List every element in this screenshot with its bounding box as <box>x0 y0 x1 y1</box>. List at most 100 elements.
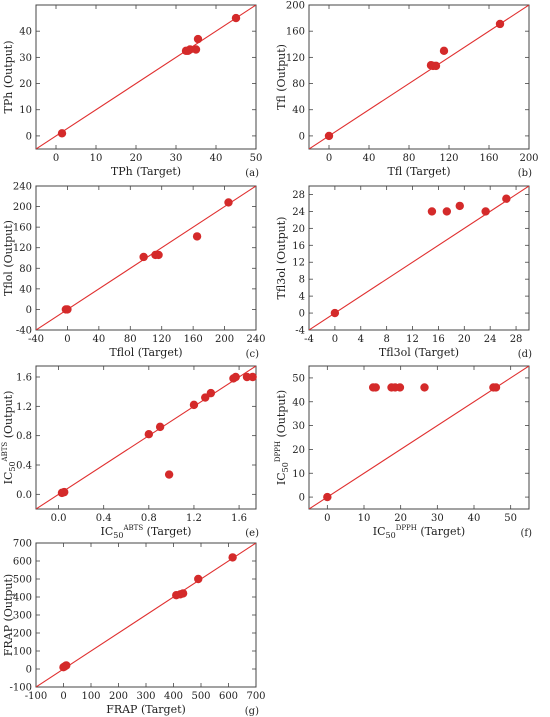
y-tick-label: 100 <box>13 647 32 658</box>
y-tick-label: 500 <box>13 575 32 586</box>
y-tick-label: 0 <box>299 309 305 320</box>
data-point <box>439 46 449 56</box>
x-axis-label: Tfl (Target) <box>387 165 450 178</box>
y-tick-label: 30 <box>292 421 305 432</box>
y-tick-label: 300 <box>13 611 32 622</box>
plot-frame <box>35 185 257 331</box>
x-tick-label: 160 <box>184 334 203 345</box>
y-tick-label: 10 <box>19 105 32 116</box>
y-axis-label: Tfl3ol (Output) <box>275 217 288 300</box>
y-tick-label: 0 <box>26 665 32 676</box>
panel-e: 0.0 0.4 0.8 1.2 1.6 0.0 0.4 0.8 1.2 1.6 IC50ABTS (… <box>1 365 259 540</box>
data-point <box>139 252 148 262</box>
y-tick-label: 1.2 <box>16 402 32 413</box>
y-tick-label: 200 <box>286 1 305 12</box>
x-tick-label: -4 <box>304 334 314 345</box>
x-tick-label: 80 <box>403 153 416 164</box>
y-tick-label: 80 <box>19 264 32 275</box>
x-tick-label: 300 <box>136 691 155 702</box>
data-point <box>164 470 174 479</box>
x-tick-label: -100 <box>25 691 47 702</box>
y-tick-label: 0 <box>299 493 305 504</box>
x-tick-label: 0 <box>64 334 70 345</box>
y-tick-label: 120 <box>13 243 32 254</box>
x-tick-label: 600 <box>219 691 238 702</box>
x-tick-label: 40 <box>210 153 223 164</box>
y-tick-label: 600 <box>13 557 32 568</box>
plot-frame <box>35 365 257 510</box>
data-point <box>442 207 452 216</box>
data-point <box>371 383 380 392</box>
y-tick-label: 0.8 <box>16 431 32 442</box>
data-point <box>193 34 203 44</box>
panel-d: -4 0 4 8 12 16 20 24 28 -4 0 4 8 12 16 20 24 28 Tfl3ol (Ta… <box>275 185 532 360</box>
x-tick-label: 0 <box>326 153 332 164</box>
x-tick-label: 0 <box>332 334 338 345</box>
data-point <box>248 372 257 382</box>
x-tick-label: 200 <box>109 691 128 702</box>
data-point <box>57 129 67 138</box>
x-tick-label: 400 <box>164 691 183 702</box>
y-tick-label: 0.0 <box>16 490 32 501</box>
y-tick-label: 40 <box>292 397 305 408</box>
x-tick-label: 40 <box>468 513 481 524</box>
x-tick-label: 28 <box>510 334 523 345</box>
data-point <box>154 250 163 260</box>
data-point <box>155 422 165 432</box>
data-point <box>194 574 203 584</box>
y-tick-label: 200 <box>13 202 32 213</box>
y-tick-label: 160 <box>13 223 32 234</box>
panel-g: -100 0 100 200 300 400 500 600 700 -100 0 100 200 300… <box>2 539 266 717</box>
y-tick-label: 50 <box>292 373 305 384</box>
y-tick-label: 80 <box>292 79 305 90</box>
data-point <box>189 400 199 410</box>
data-point <box>201 393 210 402</box>
data-point <box>60 487 69 497</box>
x-tick-label: 0 <box>53 153 59 164</box>
y-tick-label: 240 <box>13 182 32 193</box>
y-tick-label: 120 <box>286 53 305 64</box>
x-axis-label: Tflol (Target) <box>109 346 182 359</box>
y-tick-label: 20 <box>19 79 32 90</box>
x-tick-label: 50 <box>250 153 263 164</box>
panel-tag: (g) <box>245 706 259 717</box>
x-tick-label: 16 <box>432 334 445 345</box>
y-tick-label: 40 <box>19 27 32 38</box>
fit-line <box>36 543 256 687</box>
y-tick-label: 700 <box>13 539 32 550</box>
data-point <box>224 198 233 207</box>
data-point <box>427 207 437 216</box>
data-point <box>431 61 441 71</box>
data-point <box>191 45 201 54</box>
y-axis-label: TPh (Output) <box>2 41 15 114</box>
x-tick-label: 1.6 <box>231 513 247 524</box>
y-axis-label: Tflol (Output) <box>2 220 15 296</box>
x-tick-label: 20 <box>394 513 407 524</box>
data-point <box>491 383 501 392</box>
x-tick-label: 120 <box>152 334 171 345</box>
y-tick-label: 8 <box>299 275 305 286</box>
x-tick-label: 500 <box>191 691 210 702</box>
y-tick-label: 12 <box>292 258 305 269</box>
x-tick-label: 1.2 <box>186 513 202 524</box>
y-axis-label: Tfl (Output) <box>275 44 288 110</box>
y-tick-label: 28 <box>292 190 305 201</box>
panel-b: 0 40 80 120 160 200 0 40 80 120 160 200 Tfl (Target)… <box>275 1 539 180</box>
panel-tag: (e) <box>245 528 259 539</box>
fit-line <box>36 366 256 509</box>
x-tick-label: 0 <box>324 513 330 524</box>
x-tick-label: 20 <box>130 153 143 164</box>
x-tick-label: 200 <box>215 334 234 345</box>
x-tick-label: 240 <box>246 334 265 345</box>
x-tick-label: 100 <box>81 691 100 702</box>
y-tick-label: 200 <box>13 629 32 640</box>
y-tick-label: -100 <box>10 683 32 694</box>
y-tick-label: 24 <box>292 207 305 218</box>
x-axis-label: TPh (Target) <box>111 165 181 178</box>
plot-frame <box>35 4 257 150</box>
data-point <box>481 207 490 216</box>
data-point <box>228 553 237 562</box>
x-axis-label: FRAP (Target) <box>106 703 186 716</box>
panel-tag: (b) <box>518 168 532 179</box>
y-tick-label: 16 <box>292 241 305 252</box>
